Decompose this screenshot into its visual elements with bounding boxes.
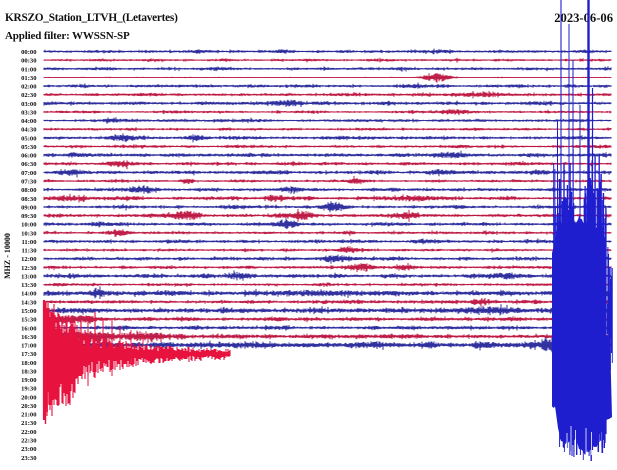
svg-text:22:30: 22:30 <box>21 438 37 445</box>
svg-text:15:30: 15:30 <box>21 317 37 324</box>
svg-text:Applied filter: WWSSN-SP: Applied filter: WWSSN-SP <box>5 30 130 42</box>
svg-text:04:30: 04:30 <box>21 127 37 134</box>
svg-text:2023-06-06: 2023-06-06 <box>554 11 613 25</box>
svg-text:07:30: 07:30 <box>21 179 37 186</box>
svg-text:13:00: 13:00 <box>21 274 37 281</box>
svg-text:12:30: 12:30 <box>21 265 37 272</box>
svg-text:11:00: 11:00 <box>21 239 37 246</box>
svg-text:09:00: 09:00 <box>21 204 37 211</box>
svg-text:14:00: 14:00 <box>21 291 37 298</box>
svg-text:02:30: 02:30 <box>21 92 37 99</box>
svg-text:04:00: 04:00 <box>21 118 37 125</box>
svg-text:MHZ - 10000: MHZ - 10000 <box>3 233 12 279</box>
svg-text:18:00: 18:00 <box>21 360 37 367</box>
svg-text:15:00: 15:00 <box>21 308 37 315</box>
svg-text:00:30: 00:30 <box>21 58 37 65</box>
svg-text:01:00: 01:00 <box>21 66 37 73</box>
svg-text:09:30: 09:30 <box>21 213 37 220</box>
svg-text:13:30: 13:30 <box>21 282 37 289</box>
svg-text:21:30: 21:30 <box>21 420 37 427</box>
svg-text:08:30: 08:30 <box>21 196 37 203</box>
svg-text:06:00: 06:00 <box>21 153 37 160</box>
svg-text:10:30: 10:30 <box>21 230 37 237</box>
svg-text:05:00: 05:00 <box>21 135 37 142</box>
svg-text:21:00: 21:00 <box>21 412 37 419</box>
svg-text:01:30: 01:30 <box>21 75 37 82</box>
svg-text:12:00: 12:00 <box>21 256 37 263</box>
svg-text:08:00: 08:00 <box>21 187 37 194</box>
svg-text:22:00: 22:00 <box>21 429 37 436</box>
svg-text:18:30: 18:30 <box>21 368 37 375</box>
svg-text:14:30: 14:30 <box>21 299 37 306</box>
svg-text:06:30: 06:30 <box>21 161 37 168</box>
svg-text:11:30: 11:30 <box>21 248 37 255</box>
svg-text:16:30: 16:30 <box>21 334 37 341</box>
svg-text:10:00: 10:00 <box>21 222 37 229</box>
svg-text:17:00: 17:00 <box>21 343 37 350</box>
svg-text:19:30: 19:30 <box>21 386 37 393</box>
svg-text:23:30: 23:30 <box>21 455 37 462</box>
svg-text:02:00: 02:00 <box>21 84 37 91</box>
svg-text:KRSZO_Station_LTVH_(Letavertes: KRSZO_Station_LTVH_(Letavertes) <box>5 12 178 24</box>
svg-text:07:00: 07:00 <box>21 170 37 177</box>
svg-text:03:00: 03:00 <box>21 101 37 108</box>
svg-text:16:00: 16:00 <box>21 325 37 332</box>
svg-text:03:30: 03:30 <box>21 109 37 116</box>
svg-text:20:00: 20:00 <box>21 394 37 401</box>
svg-text:23:00: 23:00 <box>21 446 37 453</box>
svg-text:00:00: 00:00 <box>21 49 37 56</box>
svg-text:20:30: 20:30 <box>21 403 37 410</box>
svg-text:17:30: 17:30 <box>21 351 37 358</box>
svg-text:19:00: 19:00 <box>21 377 37 384</box>
svg-text:05:30: 05:30 <box>21 144 37 151</box>
